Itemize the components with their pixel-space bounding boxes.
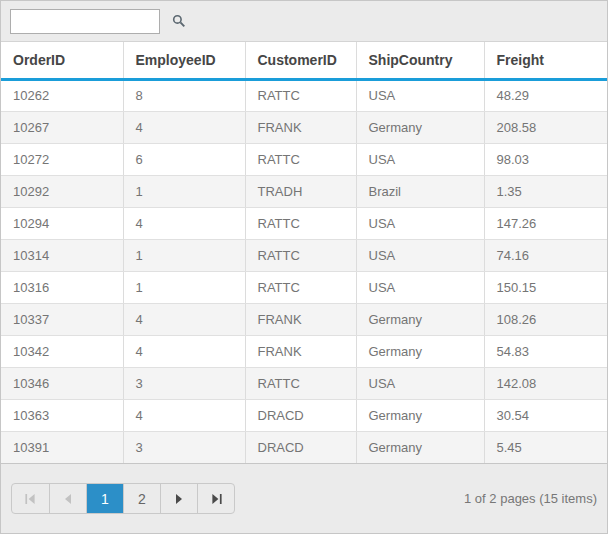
table-cell: Germany — [356, 335, 484, 367]
table-cell: 30.54 — [484, 399, 607, 431]
column-header-shipcountry[interactable]: ShipCountry — [356, 42, 484, 79]
table-cell: USA — [356, 207, 484, 239]
table-cell: 6 — [123, 143, 245, 175]
table-cell: 142.08 — [484, 367, 607, 399]
table-row[interactable]: 103161RATTCUSA150.15 — [1, 271, 607, 303]
table-cell: 10267 — [1, 111, 123, 143]
grid-toolbar — [1, 1, 607, 42]
table-cell: 10342 — [1, 335, 123, 367]
table-cell: RATTC — [245, 271, 356, 303]
header-row: OrderID EmployeeID CustomerID ShipCountr… — [1, 42, 607, 79]
seek-last-icon[interactable] — [197, 484, 234, 513]
table-cell: 10262 — [1, 79, 123, 111]
table-cell: DRACD — [245, 399, 356, 431]
table-row[interactable]: 103463RATTCUSA142.08 — [1, 367, 607, 399]
table-row[interactable]: 102628RATTCUSA48.29 — [1, 79, 607, 111]
table-row[interactable]: 103424FRANKGermany54.83 — [1, 335, 607, 367]
table-cell: 54.83 — [484, 335, 607, 367]
table-cell: Germany — [356, 303, 484, 335]
table-cell: 1 — [123, 175, 245, 207]
table-cell: 48.29 — [484, 79, 607, 111]
table-cell: 8 — [123, 79, 245, 111]
grid-table: OrderID EmployeeID CustomerID ShipCountr… — [1, 42, 607, 463]
column-header-orderid[interactable]: OrderID — [1, 42, 123, 79]
data-grid: OrderID EmployeeID CustomerID ShipCountr… — [0, 0, 608, 534]
pager-buttons: 1 2 — [11, 483, 235, 514]
table-cell: Brazil — [356, 175, 484, 207]
pager-page-1[interactable]: 1 — [86, 484, 123, 513]
table-cell: 4 — [123, 207, 245, 239]
table-cell: 10346 — [1, 367, 123, 399]
table-cell: TRADH — [245, 175, 356, 207]
table-cell: 3 — [123, 431, 245, 463]
table-row[interactable]: 102674FRANKGermany208.58 — [1, 111, 607, 143]
table-cell: 10292 — [1, 175, 123, 207]
search-icon[interactable] — [170, 12, 188, 30]
table-row[interactable]: 102944RATTCUSA147.26 — [1, 207, 607, 239]
table-row[interactable]: 103141RATTCUSA74.16 — [1, 239, 607, 271]
arrow-right-icon[interactable] — [160, 484, 197, 513]
search-input[interactable] — [10, 9, 160, 34]
table-cell: 74.16 — [484, 239, 607, 271]
table-cell: 10272 — [1, 143, 123, 175]
table-cell: FRANK — [245, 303, 356, 335]
table-cell: 5.45 — [484, 431, 607, 463]
table-cell: 1.35 — [484, 175, 607, 207]
table-cell: RATTC — [245, 143, 356, 175]
pager-info: 1 of 2 pages (15 items) — [464, 491, 597, 506]
table-cell: 208.58 — [484, 111, 607, 143]
table-cell: Germany — [356, 111, 484, 143]
pager-page-2[interactable]: 2 — [123, 484, 160, 513]
table-cell: Germany — [356, 431, 484, 463]
table-cell: 3 — [123, 367, 245, 399]
table-cell: USA — [356, 143, 484, 175]
table-cell: 10294 — [1, 207, 123, 239]
arrow-left-icon[interactable] — [49, 484, 86, 513]
table-cell: USA — [356, 271, 484, 303]
pager: 1 2 1 of 2 pages (15 items) — [1, 463, 607, 533]
table-cell: 4 — [123, 335, 245, 367]
table-cell: 10391 — [1, 431, 123, 463]
table-cell: 10314 — [1, 239, 123, 271]
table-body: 102628RATTCUSA48.29102674FRANKGermany208… — [1, 79, 607, 463]
table-cell: RATTC — [245, 367, 356, 399]
seek-first-icon[interactable] — [12, 484, 49, 513]
table-cell: 147.26 — [484, 207, 607, 239]
table-cell: RATTC — [245, 207, 356, 239]
table-cell: USA — [356, 367, 484, 399]
table-cell: 4 — [123, 303, 245, 335]
table-cell: 10316 — [1, 271, 123, 303]
table-cell: 108.26 — [484, 303, 607, 335]
table-cell: RATTC — [245, 79, 356, 111]
table-cell: DRACD — [245, 431, 356, 463]
table-cell: 150.15 — [484, 271, 607, 303]
table-row[interactable]: 103374FRANKGermany108.26 — [1, 303, 607, 335]
table-row[interactable]: 102726RATTCUSA98.03 — [1, 143, 607, 175]
column-header-customerid[interactable]: CustomerID — [245, 42, 356, 79]
table-cell: 1 — [123, 271, 245, 303]
table-row[interactable]: 103634DRACDGermany30.54 — [1, 399, 607, 431]
table-row[interactable]: 103913DRACDGermany5.45 — [1, 431, 607, 463]
table-cell: USA — [356, 79, 484, 111]
column-header-freight[interactable]: Freight — [484, 42, 607, 79]
table-cell: FRANK — [245, 335, 356, 367]
table-cell: 4 — [123, 111, 245, 143]
table-cell: 10337 — [1, 303, 123, 335]
table-cell: RATTC — [245, 239, 356, 271]
table-cell: 98.03 — [484, 143, 607, 175]
table-cell: FRANK — [245, 111, 356, 143]
column-header-employeeid[interactable]: EmployeeID — [123, 42, 245, 79]
table-cell: Germany — [356, 399, 484, 431]
table-row[interactable]: 102921TRADHBrazil1.35 — [1, 175, 607, 207]
table-cell: 1 — [123, 239, 245, 271]
table-cell: USA — [356, 239, 484, 271]
table-cell: 10363 — [1, 399, 123, 431]
table-cell: 4 — [123, 399, 245, 431]
